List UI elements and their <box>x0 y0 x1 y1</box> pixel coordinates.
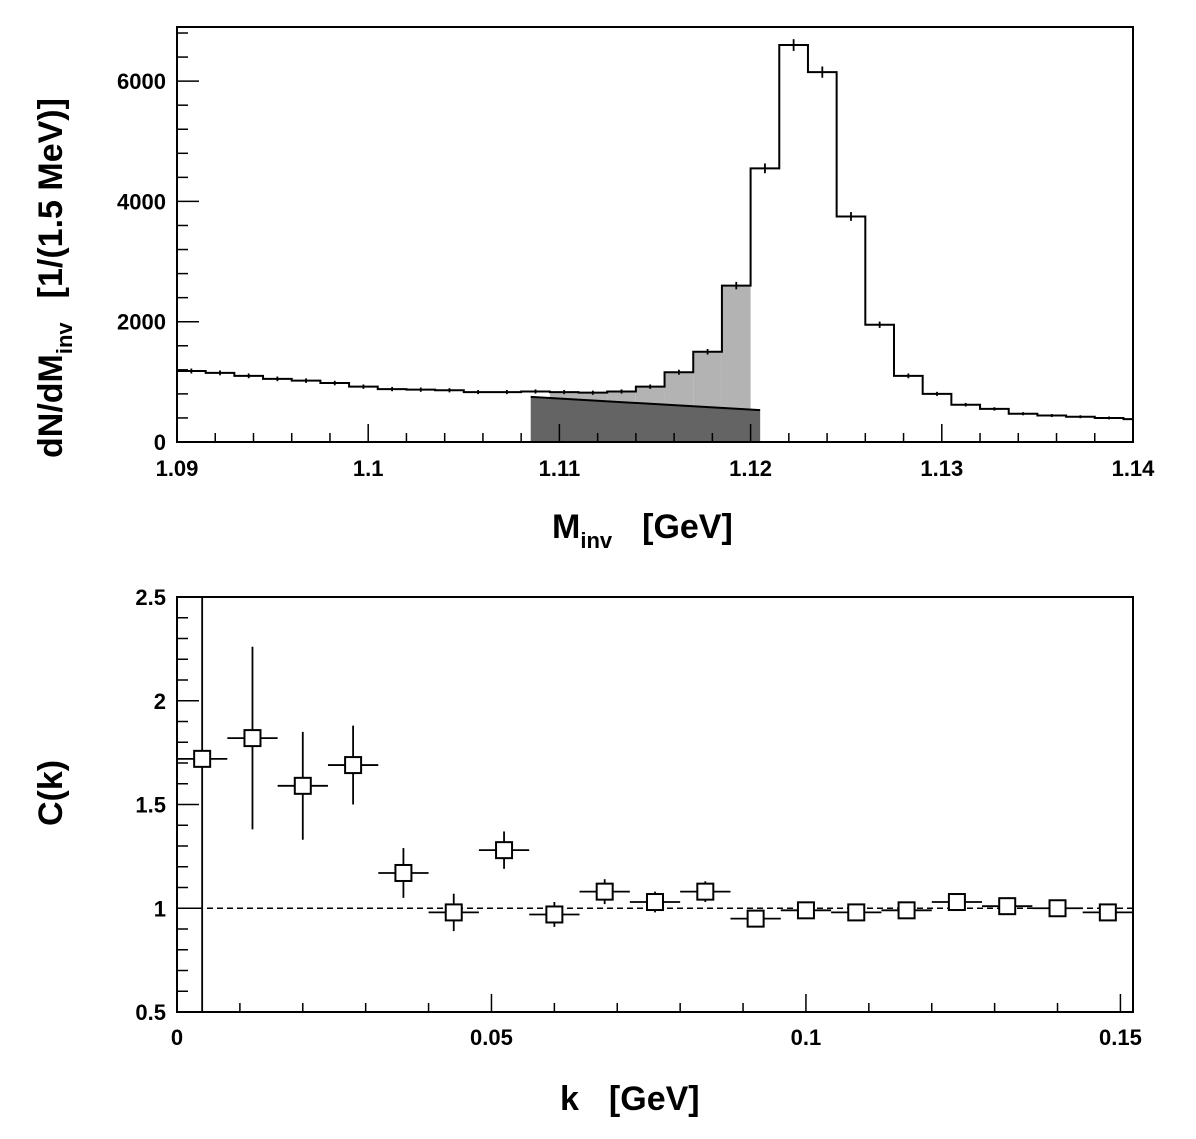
y-axis-title-main: C(k) <box>32 760 70 826</box>
point-marker <box>545 905 564 924</box>
y-tick-label: 0.5 <box>135 1000 166 1025</box>
y-tick-labels: 0 2000 4000 6000 <box>117 69 166 455</box>
x-axis-title-unit: [GeV] <box>609 1080 700 1118</box>
data-point <box>277 731 328 840</box>
point-marker <box>595 882 614 901</box>
x-tick-label: 1.09 <box>156 456 199 481</box>
y-tick-label: 1.5 <box>135 793 166 818</box>
data-point <box>579 879 630 905</box>
x-tick-label: 1.11 <box>539 456 581 481</box>
point-marker <box>646 893 664 912</box>
x-axis-title-sub: inv <box>580 528 613 553</box>
y-axis-title-sub: inv <box>52 322 77 355</box>
data-point <box>629 891 681 913</box>
x-tick-label: 0.15 <box>1099 1025 1142 1050</box>
histogram-outline <box>177 39 1133 421</box>
background-line <box>530 395 761 412</box>
point-marker <box>746 909 765 928</box>
x-tick-label: 0.05 <box>470 1025 513 1050</box>
point-marker <box>344 756 363 775</box>
point-marker <box>696 882 715 901</box>
data-point <box>428 893 479 932</box>
plot-frame <box>176 596 1134 1013</box>
x-tick-label: 0 <box>171 1025 183 1050</box>
data-point <box>1082 903 1133 922</box>
invariant-mass-chart: 1.09 1.1 1.11 1.12 1.13 1.14 0 2000 4000 6000 Mi… <box>32 26 1156 553</box>
background-region <box>530 396 761 442</box>
y-tick-labels: 0.5 1 1.5 2 2.5 <box>135 585 166 1025</box>
y-tick-label: 2.5 <box>135 585 166 610</box>
y-axis-title-unit: [1/(1.5 MeV)] <box>32 98 70 298</box>
data-point <box>831 903 882 922</box>
point-marker <box>897 901 916 920</box>
data-point <box>780 901 832 920</box>
y-tick-label: 6000 <box>117 69 166 94</box>
point-marker <box>243 729 262 748</box>
correlation-function-chart: 0 0.05 0.1 0.15 0.5 1 1.5 2 2.5 k [GeV] C(k) <box>32 585 1142 1118</box>
x-tick-label: 1.14 <box>1112 456 1156 481</box>
y-tick-label: 1 <box>154 896 166 921</box>
point-marker <box>847 903 866 922</box>
data-point <box>378 848 429 898</box>
point-marker <box>998 897 1017 916</box>
data-point <box>478 831 530 869</box>
data-point <box>177 597 228 1012</box>
histogram-line <box>177 44 1133 421</box>
point-marker <box>394 863 413 882</box>
y-tick-label: 2000 <box>117 310 166 335</box>
histogram-fills <box>530 285 761 442</box>
y-axis-title: C(k) <box>32 760 70 826</box>
plot-frame <box>176 26 1134 443</box>
data-point <box>881 901 932 920</box>
data-point <box>931 893 983 912</box>
point-marker <box>1098 903 1117 922</box>
data-point <box>227 646 278 830</box>
x-tick-labels: 0 0.05 0.1 0.15 <box>171 1025 1142 1050</box>
point-marker <box>193 749 212 768</box>
x-tick-label: 0.1 <box>791 1025 822 1050</box>
x-axis-title-main: M <box>552 508 580 546</box>
data-point <box>730 909 781 928</box>
point-marker <box>495 841 514 860</box>
y-tick-label: 2 <box>154 689 166 714</box>
x-tick-label: 1.13 <box>920 456 963 481</box>
x-tick-labels: 1.09 1.1 1.11 1.12 1.13 1.14 <box>156 456 1156 481</box>
data-points <box>177 597 1133 1012</box>
point-marker <box>444 903 463 922</box>
point-marker <box>1048 899 1067 918</box>
data-point <box>1032 899 1083 918</box>
data-point <box>529 902 580 927</box>
data-point <box>982 897 1033 916</box>
axis-ticks <box>176 596 1122 1013</box>
data-point <box>327 725 379 805</box>
x-axis-title-main: k <box>560 1080 579 1118</box>
point-marker <box>796 901 815 920</box>
x-axis-title-unit: [GeV] <box>642 508 733 546</box>
y-axis-title: dN/dMinv [1/(1.5 MeV)] <box>32 98 77 458</box>
y-axis-title-main: dN/dM <box>32 354 70 458</box>
point-marker <box>293 776 312 795</box>
x-axis-title: Minv [GeV] <box>552 508 733 553</box>
x-axis-title: k [GeV] <box>560 1080 700 1118</box>
data-point <box>680 881 731 903</box>
point-marker <box>947 893 966 912</box>
y-tick-label: 4000 <box>117 189 166 214</box>
x-tick-label: 1.1 <box>353 456 384 481</box>
x-tick-label: 1.12 <box>729 456 772 481</box>
y-tick-label: 0 <box>154 430 166 455</box>
